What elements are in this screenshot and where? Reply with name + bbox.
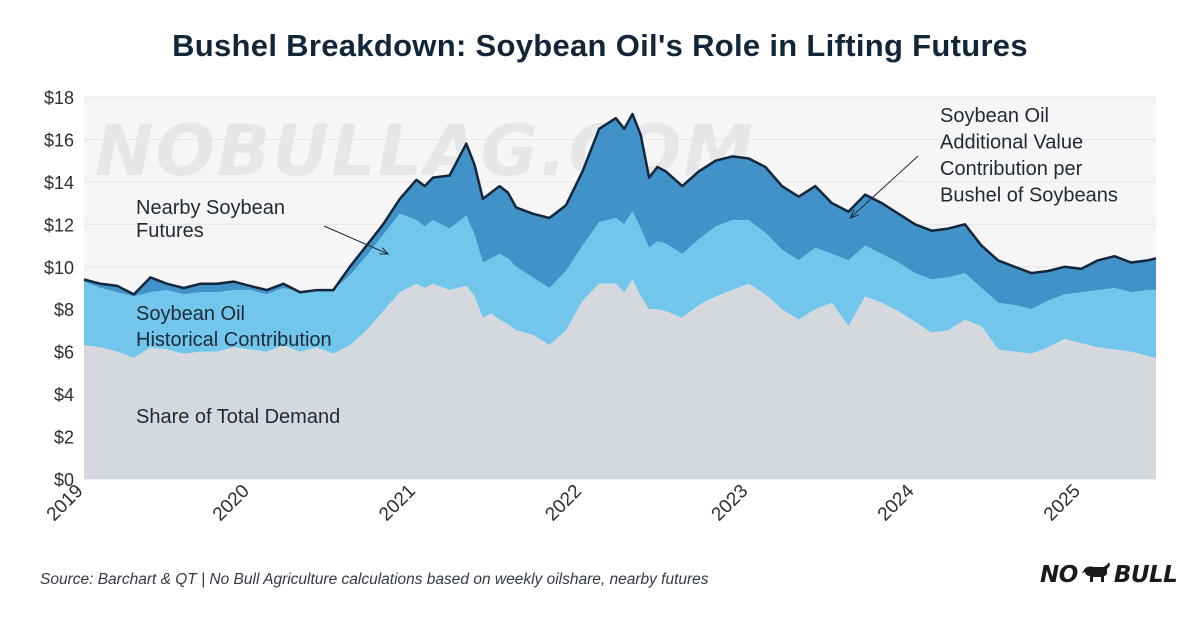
- y-tick-label: $14: [44, 173, 74, 193]
- y-tick-label: $16: [44, 130, 74, 150]
- annotation-line: Soybean Oil: [136, 303, 245, 325]
- annotation-additional-value: Soybean Oil Additional Value Contribution …: [940, 105, 1118, 207]
- y-tick-label: $12: [44, 215, 74, 235]
- y-tick-label: $2: [54, 428, 74, 448]
- annotation-line: Soybean Oil: [940, 105, 1049, 127]
- annotation-nearby-futures: Nearby Soybean Futures: [136, 197, 285, 242]
- x-tick-label: 2019: [43, 481, 88, 526]
- annotation-arrow: [323, 225, 389, 255]
- y-tick-label: $8: [54, 300, 74, 320]
- annotation-arrow: [849, 155, 919, 219]
- futures-line: [83, 112, 1157, 296]
- x-tick-label: 2025: [1040, 481, 1085, 526]
- annotation-line: Contribution per: [940, 158, 1083, 180]
- x-tick-label: 2020: [209, 481, 254, 526]
- annotation-line: Nearby Soybean: [136, 197, 285, 219]
- no-bull-logo: NO BULL: [1040, 561, 1178, 589]
- y-tick-label: $0: [54, 470, 74, 490]
- band-additional-value: [84, 114, 1156, 479]
- y-tick-label: $4: [54, 385, 74, 405]
- x-tick-label: 2022: [541, 481, 586, 526]
- y-tick-label: $6: [54, 343, 74, 363]
- source-note: Source: Barchart & QT | No Bull Agricult…: [40, 571, 709, 588]
- x-tick-label: 2024: [874, 480, 919, 525]
- logo-text-right: BULL: [1113, 562, 1178, 588]
- x-tick-label: 2021: [375, 481, 420, 526]
- bull-icon: [1081, 561, 1111, 589]
- y-tick-label: $10: [44, 258, 74, 278]
- x-tick-label: 2023: [708, 481, 753, 526]
- annotation-historical-contribution: Soybean Oil Historical Contribution: [136, 303, 332, 351]
- annotation-share-of-demand: Share of Total Demand: [136, 406, 340, 428]
- band-historical-contribution: [84, 211, 1156, 479]
- annotation-line: Bushel of Soybeans: [940, 185, 1118, 207]
- annotation-line: Historical Contribution: [136, 329, 332, 351]
- chart-title: Bushel Breakdown: Soybean Oil's Role in …: [172, 28, 1028, 63]
- annotation-line: Additional Value: [940, 132, 1083, 154]
- logo-text-left: NO: [1040, 562, 1078, 588]
- band-share-of-demand: [84, 279, 1156, 479]
- annotation-line: Futures: [136, 220, 204, 242]
- y-tick-label: $18: [44, 88, 74, 108]
- annotation-arrowhead: [379, 247, 390, 255]
- annotation-line: Share of Total Demand: [136, 406, 340, 428]
- annotation-arrowhead: [849, 209, 859, 219]
